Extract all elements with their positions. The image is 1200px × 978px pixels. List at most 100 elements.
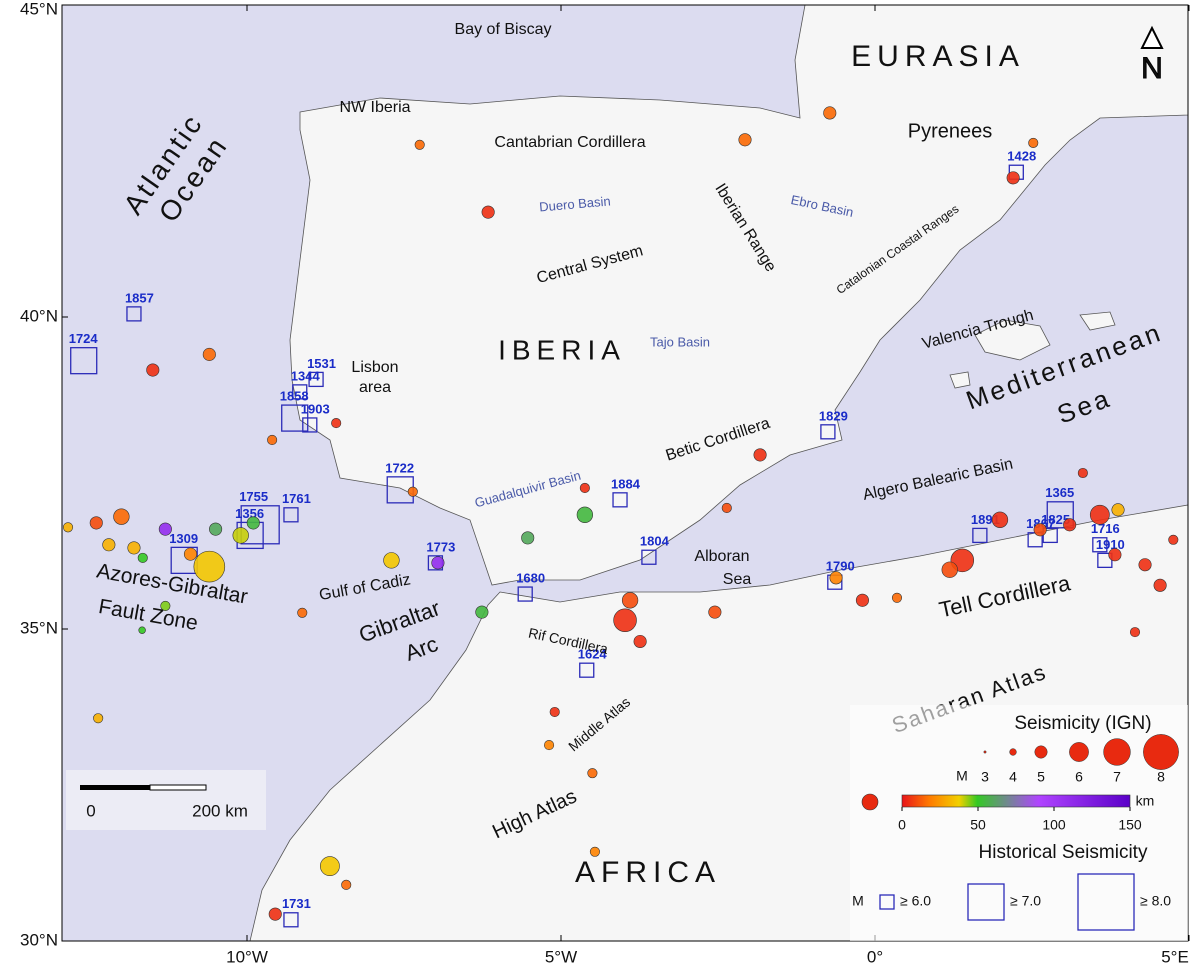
event-dot (1168, 534, 1179, 545)
historical-square (517, 586, 533, 602)
event-dot (549, 706, 560, 718)
event-dot (579, 482, 590, 494)
event-dot (138, 626, 146, 634)
event-dot (431, 556, 445, 570)
event-dot (753, 448, 767, 462)
event-dot (127, 541, 141, 555)
event-dot (521, 531, 535, 545)
place-label: Alboran (694, 548, 749, 565)
event-dot (268, 907, 282, 921)
legend-dot (1143, 734, 1179, 770)
historical-square (240, 505, 280, 545)
frame (61, 4, 1189, 942)
scale-label: 200 km (192, 801, 248, 820)
year-label: 1825 (1041, 512, 1070, 527)
event-dot (589, 846, 600, 857)
event-dot (721, 502, 732, 513)
event-dot (576, 506, 594, 523)
lon-tick-label: 5°E (1161, 947, 1189, 966)
event-dot (158, 522, 172, 536)
place-label: Cantabrian Cordillera (494, 134, 645, 151)
year-label: 1884 (611, 476, 641, 491)
legend-title: Seismicity (IGN) (1014, 713, 1151, 734)
year-label: 1903 (301, 401, 330, 416)
north-arrow: N (1140, 25, 1164, 85)
event-dot (738, 133, 752, 147)
year-label: 1910 (1096, 537, 1125, 552)
event-dot (1063, 518, 1077, 532)
place-label: IBERIA (498, 334, 626, 365)
lat-tick-label: 35°N (20, 618, 58, 637)
legend-dot (1069, 742, 1089, 762)
colorbar-label: 50 (970, 817, 986, 833)
historical-square (283, 912, 299, 928)
year-label: 1790 (826, 559, 855, 574)
legend-label: M (852, 893, 864, 909)
event-dot (708, 605, 722, 619)
event-dot (621, 592, 639, 609)
event-dot (1033, 523, 1047, 537)
event-dot (246, 516, 260, 530)
historical-square (1092, 537, 1108, 553)
legend-mag-label: 6 (1075, 769, 1083, 785)
colorbar-label: 100 (1042, 817, 1066, 833)
event-dot (855, 593, 869, 607)
legend-square (1077, 873, 1135, 931)
place-label: Tajo Basin (650, 334, 710, 349)
historical-square (126, 306, 142, 322)
event-dot (267, 434, 278, 445)
year-label: 1531 (307, 356, 336, 371)
legend-label: km (1136, 793, 1155, 809)
event-dot (829, 571, 843, 585)
legend-mag-label: 8 (1157, 769, 1165, 785)
lat-tick-label: 30°N (20, 930, 58, 949)
place-label: Lisbon (351, 359, 398, 376)
historical-square (579, 662, 595, 678)
event-dot (137, 552, 148, 563)
legend-mag-label: 5 (1037, 769, 1045, 785)
event-dot (160, 600, 171, 611)
lon-tick-label: 0° (867, 947, 883, 966)
place-label: area (359, 379, 391, 396)
legend-title: Historical Seismicity (979, 842, 1148, 863)
event-dot (1089, 504, 1110, 525)
year-label: 1804 (640, 534, 670, 549)
year-label: 1724 (69, 331, 99, 346)
historical-square (612, 492, 628, 508)
event-dot (407, 486, 418, 497)
event-dot (146, 363, 160, 377)
year-label: 1680 (516, 570, 545, 585)
historical-square (292, 384, 308, 400)
legend-class-label: ≥ 6.0 (900, 893, 931, 909)
event-dot (633, 634, 647, 649)
year-label: 1755 (239, 489, 268, 504)
north-label: N (1141, 52, 1163, 85)
historical-square (972, 527, 988, 544)
event-dot (1129, 627, 1141, 638)
legend-mag-label: 4 (1009, 769, 1017, 785)
place-label: Sea (723, 571, 752, 588)
year-label: 1428 (1007, 149, 1036, 164)
year-label: 1761 (282, 491, 311, 506)
event-dot (93, 713, 104, 724)
seismic-events (62, 106, 1179, 921)
year-label: 1365 (1045, 485, 1074, 500)
colorbar-label: 150 (1118, 817, 1142, 833)
year-label: 1731 (282, 896, 311, 911)
historical-square (302, 417, 318, 433)
event-dot (1028, 137, 1039, 148)
place-label: Duero Basin (539, 193, 612, 214)
historical-square (820, 424, 836, 440)
event-dot (383, 552, 400, 569)
year-label: 1773 (426, 539, 455, 554)
event-dot (89, 516, 103, 530)
event-dot (1153, 578, 1167, 592)
event-dot (941, 561, 958, 578)
lon-tick-label: 10°W (226, 947, 268, 966)
event-dot (613, 608, 637, 633)
year-label: 1829 (819, 408, 848, 423)
event-dot (62, 522, 74, 533)
place-label: NW Iberia (339, 99, 410, 116)
